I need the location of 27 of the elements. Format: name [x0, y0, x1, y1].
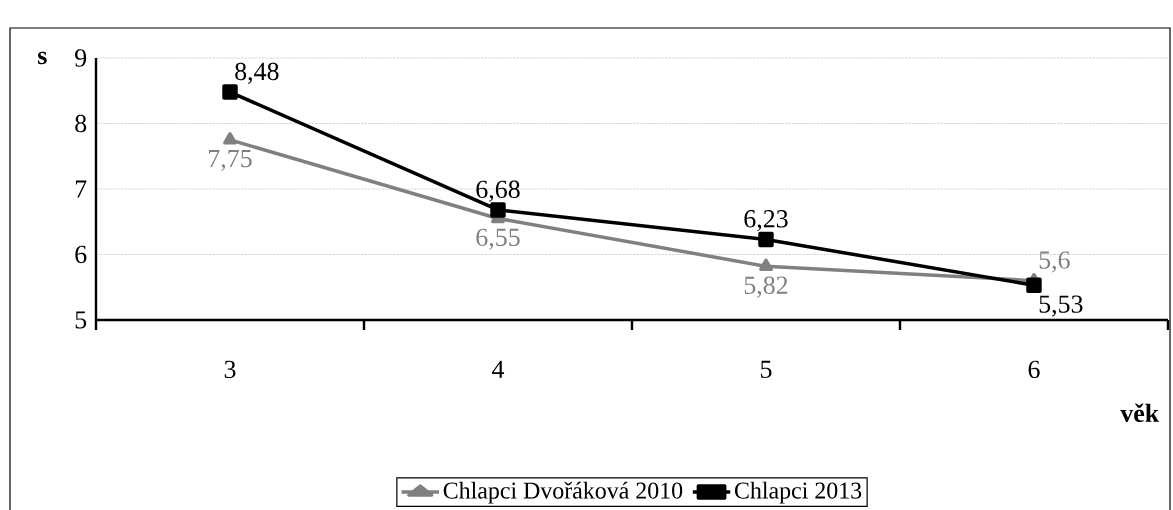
point	[1026, 277, 1042, 294]
x-axis-title: věk	[1120, 403, 1160, 423]
data-label: 5,82	[744, 276, 788, 298]
x-tick-label: 4	[492, 360, 505, 378]
legend-label: Chlapci 2013	[734, 481, 862, 504]
point	[490, 202, 506, 218]
point	[222, 84, 238, 100]
y-tick-label: 7	[75, 180, 87, 198]
data-label: 6,55	[476, 228, 520, 250]
point	[759, 258, 773, 272]
y-tick-label: 9	[75, 49, 87, 67]
data-label: 5,53	[1039, 295, 1083, 317]
data-label: 6,23	[744, 210, 788, 232]
point	[758, 231, 774, 248]
data-label: 8,48	[235, 62, 279, 84]
legend-label: Chlapci Dvořáková 2010	[443, 481, 683, 504]
x-tick-label: 3	[224, 360, 236, 379]
data-label: 6,68	[476, 180, 520, 202]
y-axis-title: s	[38, 51, 47, 65]
data-label: 5,6	[1039, 251, 1070, 273]
x-tick-label: 6	[1028, 360, 1040, 379]
point	[223, 132, 237, 145]
y-tick-label: 8	[75, 114, 87, 133]
y-tick-label: 6	[75, 245, 87, 264]
y-tick-label: 5	[75, 311, 87, 329]
data-label: 7,75	[209, 150, 252, 171]
x-tick-label: 5	[761, 360, 772, 378]
